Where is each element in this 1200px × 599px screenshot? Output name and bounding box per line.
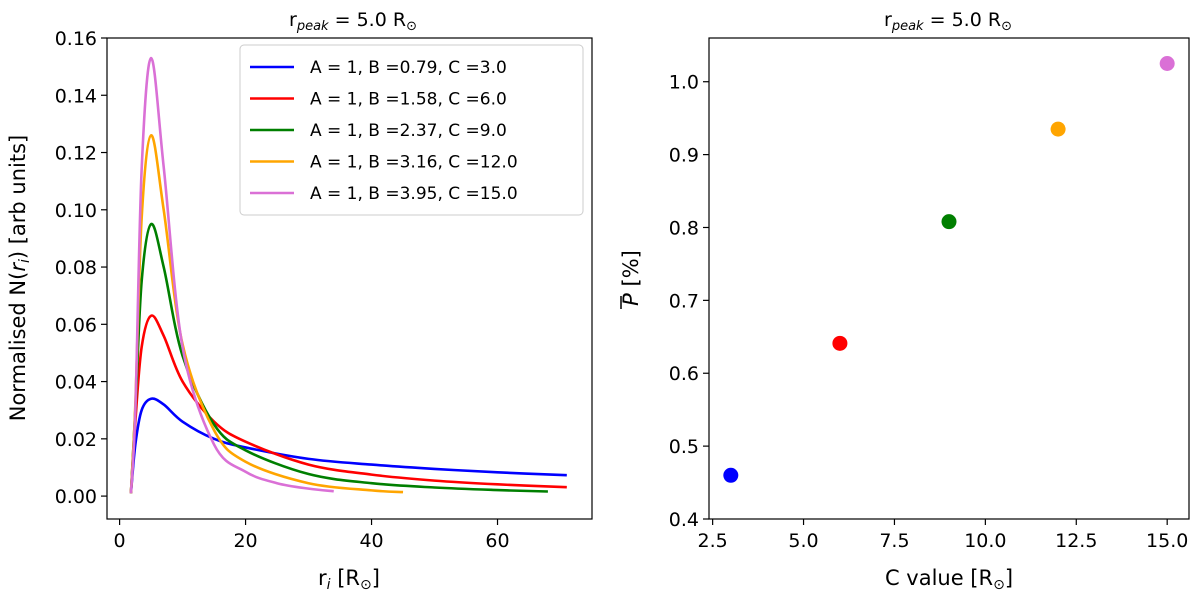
legend-box — [239, 44, 584, 216]
left-y-tick-label: 0.00 — [55, 486, 97, 508]
left-y-tick-label: 0.04 — [55, 372, 97, 394]
left-x-tick-label: 40 — [359, 530, 383, 552]
right-y-axis-label: P [%] — [619, 250, 643, 309]
left-x-tick-label: 20 — [233, 530, 257, 552]
scatter-point-4 — [1050, 121, 1066, 137]
left-series-line-5 — [129, 56, 334, 494]
right-points-group — [723, 56, 1175, 483]
scatter-point-2 — [832, 335, 848, 351]
right-chart-title: rpeak = 5.0 R⊙ — [884, 9, 1012, 34]
left-series-line-3 — [129, 222, 548, 494]
left-y-tick-label: 0.02 — [55, 429, 97, 451]
right-x-tick-label: 5.0 — [788, 530, 818, 552]
legend-label-1: A = 1, B =0.79, C =3.0 — [310, 58, 507, 78]
scatter-point-5 — [1159, 56, 1175, 72]
right-x-tick-label: 7.5 — [879, 530, 909, 552]
left-y-axis: 0.00 0.02 0.04 0.06 0.08 0.10 0.12 0.14 0.16 — [55, 28, 107, 508]
right-x-tick-label: 15.0 — [1146, 530, 1188, 552]
left-y-tick-label: 0.14 — [55, 85, 97, 107]
left-series-line-2 — [129, 314, 567, 494]
scatter-point-1 — [723, 467, 739, 483]
left-chart: rpeak = 5.0 R⊙ 0 20 40 60 0.000.020.040.060… — [6, 9, 593, 593]
right-chart: rpeak = 5.0 R⊙ 2.5 5.0 7.5 10.0 12.5 15.0 0.4… — [619, 9, 1190, 593]
right-x-tick-label: 10.0 — [964, 530, 1006, 552]
left-x-axis: 0 20 40 60 — [114, 519, 510, 552]
left-chart-title: rpeak = 5.0 R⊙ — [289, 9, 417, 34]
right-x-tick-label: 12.5 — [1055, 530, 1097, 552]
scatter-point-3 — [941, 214, 957, 230]
right-x-tick-label: 2.5 — [698, 530, 728, 552]
right-plot-frame — [708, 37, 1190, 520]
right-y-tick-label: 1.0 — [669, 72, 699, 94]
left-y-tick-label: 0.16 — [55, 28, 97, 50]
right-y-tick-label: 0.5 — [669, 436, 699, 458]
left-y-tick-label: 0.10 — [55, 200, 97, 222]
svg-text:P [%]: P [%] — [619, 250, 643, 306]
right-y-tick-label: 0.6 — [669, 363, 699, 385]
right-y-tick-label: 0.9 — [669, 145, 699, 167]
right-x-axis-label: C value [R⊙] — [885, 566, 1013, 593]
legend-label-4: A = 1, B =3.16, C =12.0 — [310, 153, 518, 173]
right-x-axis: 2.5 5.0 7.5 10.0 12.5 15.0 — [698, 519, 1188, 552]
left-series-line-1 — [129, 397, 567, 494]
left-y-tick-label: 0.12 — [55, 143, 97, 165]
right-y-tick-label: 0.7 — [669, 290, 699, 312]
legend-label-2: A = 1, B =1.58, C =6.0 — [310, 90, 507, 110]
left-y-tick-label: 0.06 — [55, 314, 97, 336]
left-x-tick-label: 60 — [485, 530, 509, 552]
left-y-tick-label: 0.08 — [55, 257, 97, 279]
left-x-axis-label: ri [R⊙] — [318, 566, 380, 593]
right-y-tick-label: 0.4 — [669, 509, 699, 531]
legend-label-3: A = 1, B =2.37, C =9.0 — [310, 121, 507, 141]
left-x-tick-label: 0 — [114, 530, 126, 552]
left-y-axis-label: Normalised N(ri) [arb units] — [6, 135, 33, 422]
left-series-group — [129, 56, 567, 494]
right-y-tick-label: 0.8 — [669, 217, 699, 239]
legend-label-5: A = 1, B =3.95, C =15.0 — [310, 184, 518, 204]
right-y-axis: 0.4 0.5 0.6 0.7 0.8 0.9 1.0 — [669, 72, 709, 531]
left-plot-frame — [106, 37, 593, 520]
left-legend: A = 1, B =0.79, C =3.0 A = 1, B =1.58, C … — [239, 44, 584, 216]
